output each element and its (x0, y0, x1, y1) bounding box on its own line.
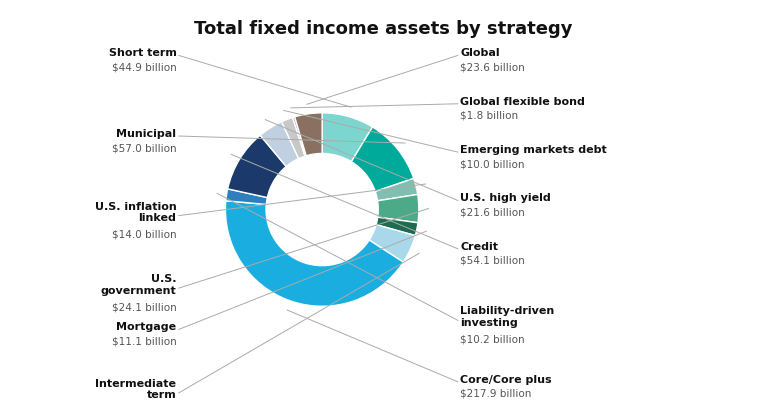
Text: Mortgage: Mortgage (117, 322, 176, 332)
Text: Total fixed income assets by strategy: Total fixed income assets by strategy (194, 20, 573, 38)
Text: Liability-driven
investing: Liability-driven investing (460, 306, 555, 328)
Text: Municipal: Municipal (117, 129, 176, 139)
Text: Credit: Credit (460, 242, 499, 252)
Text: Intermediate
term: Intermediate term (95, 379, 176, 401)
Text: $57.0 billion: $57.0 billion (112, 143, 176, 153)
Wedge shape (375, 179, 418, 201)
Text: Global: Global (460, 48, 500, 58)
Text: $44.9 billion: $44.9 billion (112, 62, 176, 73)
Text: Core/Core plus: Core/Core plus (460, 375, 551, 385)
Text: U.S. inflation
linked: U.S. inflation linked (94, 202, 176, 223)
Text: $10.2 billion: $10.2 billion (460, 334, 525, 345)
Text: $23.6 billion: $23.6 billion (460, 62, 525, 73)
Wedge shape (225, 189, 268, 204)
Text: Global flexible bond: Global flexible bond (460, 97, 585, 107)
Text: $24.1 billion: $24.1 billion (112, 302, 176, 312)
Wedge shape (322, 113, 373, 162)
Wedge shape (260, 122, 298, 166)
Text: $217.9 billion: $217.9 billion (460, 389, 532, 399)
Wedge shape (295, 113, 322, 156)
Text: $54.1 billion: $54.1 billion (460, 256, 525, 266)
Text: $11.1 billion: $11.1 billion (112, 337, 176, 347)
Wedge shape (281, 117, 305, 159)
Wedge shape (225, 201, 403, 306)
Text: $21.6 billion: $21.6 billion (460, 208, 525, 218)
Text: U.S. high yield: U.S. high yield (460, 193, 551, 204)
Text: U.S.
government: U.S. government (100, 274, 176, 296)
Wedge shape (228, 135, 286, 197)
Text: $14.0 billion: $14.0 billion (112, 230, 176, 240)
Wedge shape (377, 194, 419, 223)
Text: $1.8 billion: $1.8 billion (460, 111, 518, 121)
Text: $10.0 billion: $10.0 billion (460, 159, 525, 169)
Wedge shape (376, 217, 418, 236)
Wedge shape (369, 224, 415, 262)
Wedge shape (351, 127, 413, 191)
Wedge shape (293, 117, 306, 156)
Text: Short term: Short term (109, 48, 176, 58)
Text: Emerging markets debt: Emerging markets debt (460, 145, 607, 155)
